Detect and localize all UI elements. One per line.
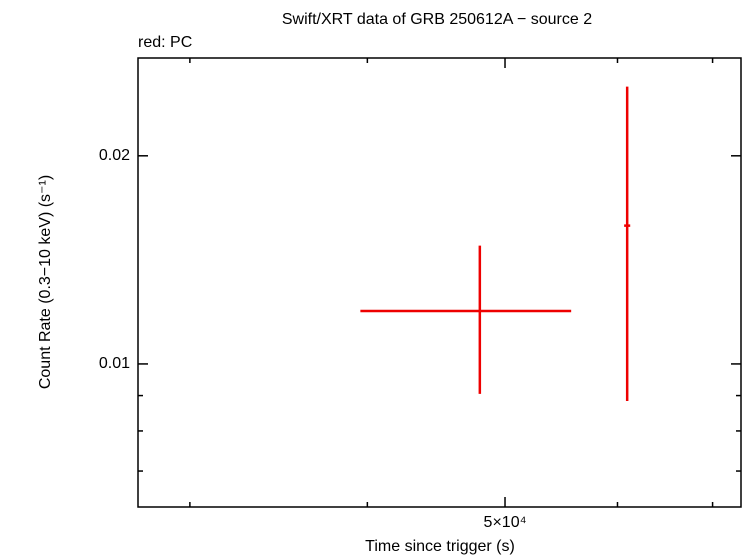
y-tick-label: 0.02 <box>99 147 130 164</box>
y-tick-label: 0.01 <box>99 355 130 372</box>
y-axis-label: Count Rate (0.3−10 keV) (s⁻¹) <box>37 175 54 389</box>
plot-frame <box>137 57 742 508</box>
x-tick-label: 5×10⁴ <box>484 514 527 531</box>
chart-title: Swift/XRT data of GRB 250612A − source 2 <box>282 11 592 28</box>
annotation: red: PC <box>138 34 192 51</box>
x-axis-label: Time since trigger (s) <box>365 538 515 555</box>
